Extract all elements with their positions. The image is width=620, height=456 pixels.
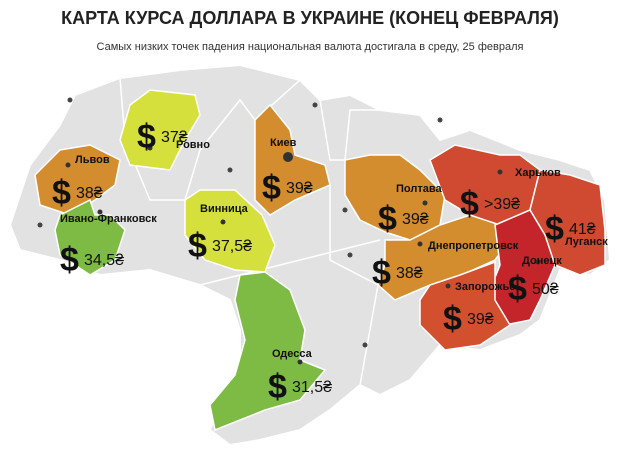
dollar-sign: $ (188, 227, 207, 265)
city-dot (417, 241, 423, 247)
city-dot (147, 145, 153, 151)
rate-label: 38₴ (76, 185, 103, 202)
dollar-sign: $ (137, 118, 156, 156)
dollar-sign: $ (508, 270, 527, 308)
city-dot (65, 162, 71, 168)
city-label: Одесса (272, 348, 313, 360)
rate-label: >39₴ (484, 196, 520, 213)
rate-label: 41₴ (569, 221, 596, 238)
rate-label: 38₴ (396, 265, 423, 282)
region (209, 271, 327, 432)
city-dot (97, 209, 103, 215)
city-dot (535, 259, 541, 265)
rate-label: 34,5₴ (84, 252, 124, 269)
dollar-sign: $ (268, 368, 287, 406)
region (184, 189, 276, 273)
city-label: Полтава (396, 183, 442, 195)
title: КАРТА КУРСА ДОЛЛАРА В УКРАИНЕ (КОНЕЦ ФЕВ… (61, 8, 559, 28)
dollar-sign: $ (443, 300, 462, 338)
region (419, 260, 512, 351)
dollar-sign: $ (460, 185, 479, 223)
city-dot (297, 359, 303, 365)
region (377, 214, 511, 301)
regions: Львов $ 38₴ Ровно $ 37₴ Киев $ 39₴ Ивано-Франковс… (34, 89, 608, 432)
dollar-sign: $ (372, 254, 391, 292)
subtitle: Самых низких точек падения национальная … (97, 41, 524, 53)
rate-label: 50₴ (532, 281, 559, 298)
city-dot (422, 200, 428, 206)
city-label: Киев (270, 137, 297, 149)
rate-label: 31,5₴ (292, 379, 332, 396)
rate-label: 39₴ (467, 311, 494, 328)
city-dot (557, 233, 563, 239)
dollar-sign: $ (262, 169, 281, 207)
city-label: Запорожье (455, 281, 515, 293)
city-label: Львов (75, 154, 110, 166)
city-dot (283, 152, 293, 162)
rate-label: 37₴ (161, 129, 188, 146)
dollar-sign: $ (378, 200, 397, 238)
rate-label: 39₴ (402, 211, 429, 228)
dollar-sign: $ (52, 174, 71, 212)
city-label: Харьков (515, 167, 561, 179)
city-label: Донецк (522, 255, 562, 267)
rate-label: 39₴ (286, 180, 313, 197)
city-label: Днепропетровск (428, 240, 519, 252)
city-dot (445, 283, 451, 289)
rate-label: 37,5₴ (212, 238, 252, 255)
dollar-sign: $ (60, 241, 79, 279)
city-dot (220, 219, 226, 225)
region (34, 144, 121, 216)
city-label: Винница (200, 203, 249, 215)
region (119, 89, 201, 171)
region (254, 103, 331, 216)
region (54, 198, 126, 276)
city-dot (497, 169, 503, 175)
city-label: Ровно (176, 139, 210, 151)
city-label: Ивано-Франковск (60, 213, 157, 225)
dollar-sign: $ (545, 210, 564, 248)
city-label: Луганск (565, 236, 608, 248)
